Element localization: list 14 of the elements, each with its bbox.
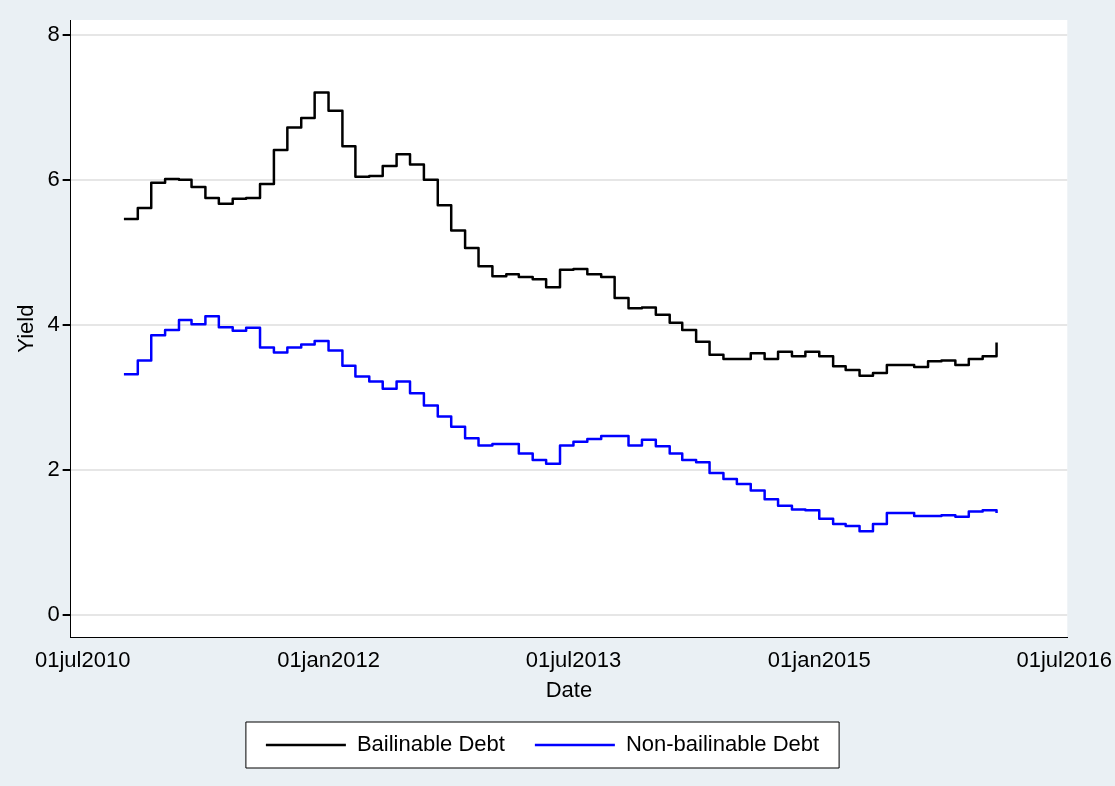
x-tick-label: 01jul2016: [1016, 647, 1112, 673]
legend-label: Non-bailinable Debt: [625, 731, 820, 757]
y-axis-title: Yield: [13, 304, 39, 353]
y-tick-label: 2: [47, 456, 60, 482]
x-tick-label: 01jan2012: [277, 647, 380, 673]
y-tick-label: 6: [47, 165, 60, 191]
x-tick-label: 01jul2010: [35, 647, 131, 673]
x-axis-title: Date: [545, 676, 593, 702]
y-tick-label: 4: [47, 311, 60, 337]
y-tick-label: 0: [47, 601, 60, 627]
y-tick-label: 8: [47, 20, 60, 46]
legend-label: Bailinable Debt: [356, 731, 505, 757]
x-tick-label: 01jan2015: [767, 647, 871, 673]
x-tick-label: 01jul2013: [525, 647, 622, 673]
